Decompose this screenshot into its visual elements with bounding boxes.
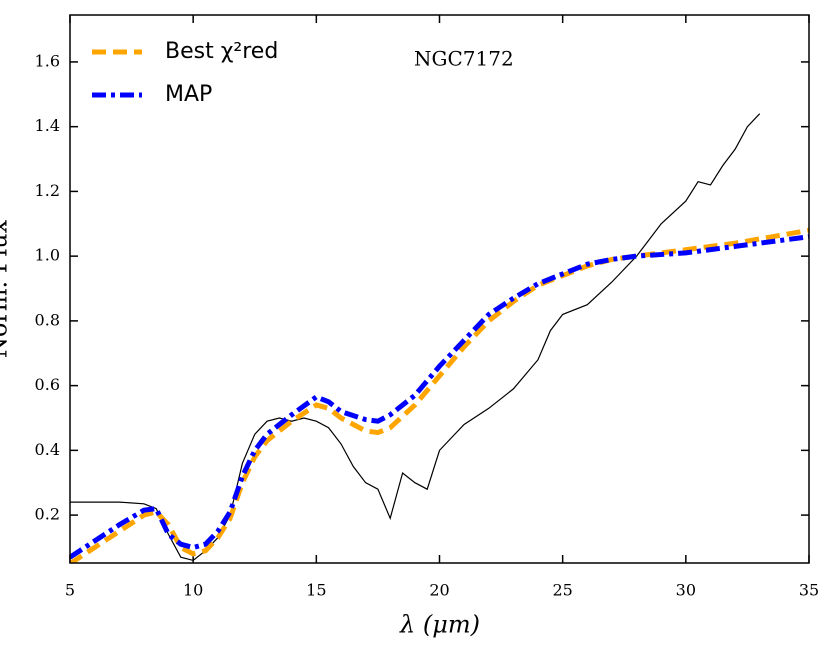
y-tick-label: 1.4 <box>35 116 60 135</box>
model-line <box>70 234 809 560</box>
x-tick-label: 35 <box>799 581 819 600</box>
x-tick-label: 25 <box>552 581 572 600</box>
x-tick-label: 15 <box>306 581 326 600</box>
x-axis-label: λ (μm) <box>399 611 480 639</box>
y-tick-label: 0.6 <box>35 375 60 394</box>
annotation: NGC7172 <box>414 47 514 71</box>
x-tick-label: 5 <box>65 581 75 600</box>
y-tick-label: 1.6 <box>35 51 60 70</box>
x-tick-label: 30 <box>676 581 696 600</box>
y-tick-label: 0.2 <box>35 505 60 524</box>
legend-label: Best χ²red <box>165 39 278 64</box>
y-tick-label: 1.2 <box>35 181 60 200</box>
y-tick-label: 0.4 <box>35 440 60 459</box>
y-tick-label: 0.8 <box>35 310 60 329</box>
x-tick-label: 20 <box>429 581 449 600</box>
observed-spectrum <box>70 113 761 562</box>
x-tick-label: 10 <box>183 581 203 600</box>
plot-frame <box>69 14 810 564</box>
legend-label: MAP <box>165 82 212 107</box>
y-tick-label: 1.0 <box>35 246 60 265</box>
model-line <box>70 227 809 563</box>
y-axis-label: Norm. Flux <box>0 219 13 358</box>
